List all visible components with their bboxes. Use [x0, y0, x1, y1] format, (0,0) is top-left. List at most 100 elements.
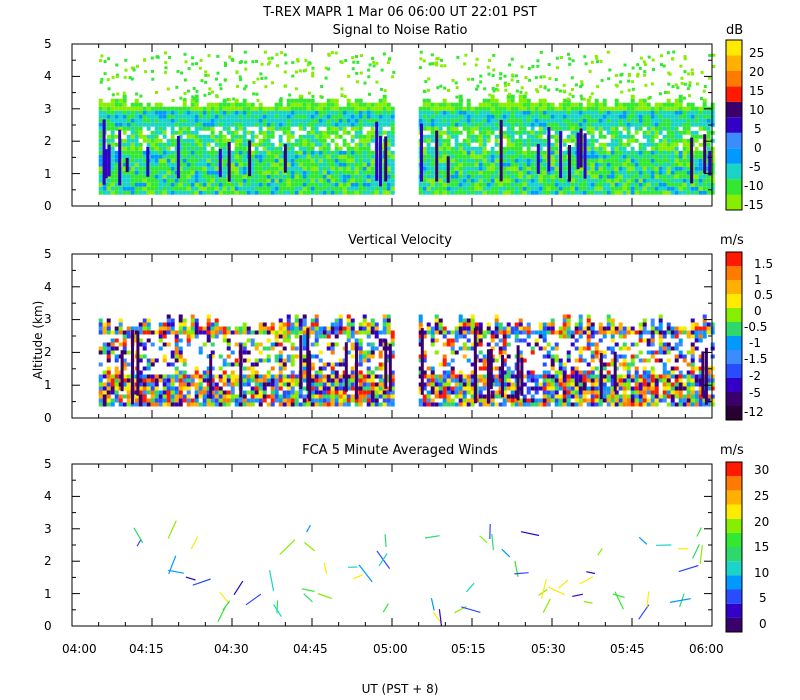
snr-cell	[570, 142, 575, 147]
snr-cell	[638, 130, 643, 135]
velocity-cell	[318, 358, 323, 363]
velocity-cell	[122, 334, 127, 339]
velocity-cell	[202, 390, 207, 395]
snr-cell	[494, 174, 499, 179]
snr-cell	[374, 106, 379, 111]
snr-cell	[670, 154, 675, 159]
snr-cell	[674, 106, 679, 111]
velocity-cell	[178, 350, 183, 355]
snr-cell	[122, 130, 127, 135]
snr-cell	[574, 114, 579, 119]
velocity-cell	[258, 350, 263, 355]
snr-cell	[434, 126, 439, 131]
snr-cell	[98, 106, 103, 111]
snr-cell	[666, 150, 671, 155]
snr-cell	[586, 110, 591, 115]
snr-cell	[434, 186, 439, 191]
velocity-cell	[294, 326, 299, 331]
snr-cell	[262, 158, 267, 163]
velocity-cell	[222, 374, 227, 379]
snr-cell	[458, 158, 463, 163]
velocity-cell	[346, 338, 351, 343]
snr-cell	[438, 114, 443, 119]
snr-cell	[138, 178, 143, 183]
velocity-cell	[298, 390, 303, 395]
snr-cell	[306, 162, 311, 167]
velocity-cell	[254, 370, 259, 375]
snr-cell	[430, 102, 435, 107]
velocity-cell	[290, 394, 295, 399]
snr-cell	[182, 162, 187, 167]
snr-cell	[130, 174, 135, 179]
snr-cell	[354, 162, 359, 167]
snr-cell	[154, 118, 159, 123]
velocity-cell	[142, 366, 147, 371]
velocity-cell	[330, 326, 335, 331]
snr-cell	[534, 118, 539, 123]
snr-cell	[474, 178, 479, 183]
snr-cell	[338, 114, 343, 119]
velocity-cell	[258, 330, 263, 335]
snr-cell	[538, 106, 543, 111]
snr-cell	[642, 134, 647, 139]
velocity-cell	[278, 334, 283, 339]
snr-cell	[678, 178, 683, 183]
snr-cell	[602, 130, 607, 135]
snr-noise-cell	[191, 62, 195, 66]
snr-cell	[122, 114, 127, 119]
snr-cell	[562, 166, 567, 171]
velocity-cell	[214, 374, 219, 379]
snr-cell	[298, 166, 303, 171]
x-tick-label: 06:00	[689, 642, 724, 656]
snr-cell	[274, 170, 279, 175]
velocity-cell	[178, 398, 183, 403]
snr-cell	[566, 130, 571, 135]
snr-cell	[462, 110, 467, 115]
colorbar-label: 20	[749, 65, 765, 79]
y-tick-label: 2	[44, 345, 52, 359]
velocity-cell	[266, 358, 271, 363]
snr-cell	[450, 182, 455, 187]
velocity-cell	[334, 318, 339, 323]
snr-cell	[678, 170, 683, 175]
velocity-cell	[110, 402, 115, 407]
snr-noise-cell	[355, 55, 358, 59]
snr-cell	[314, 110, 319, 115]
snr-cell	[434, 182, 439, 187]
snr-cell	[366, 126, 371, 131]
snr-cell	[486, 154, 491, 159]
snr-cell	[470, 106, 475, 111]
snr-cell	[426, 186, 431, 191]
snr-cell	[546, 122, 551, 127]
snr-cell	[258, 114, 263, 119]
snr-cell	[638, 158, 643, 163]
snr-cell	[658, 122, 663, 127]
velocity-cell	[318, 350, 323, 355]
snr-noise-cell	[536, 59, 540, 63]
snr-cell	[294, 98, 299, 103]
snr-cell	[358, 130, 363, 135]
snr-cell	[574, 174, 579, 179]
velocity-cell	[302, 346, 307, 351]
snr-cell	[278, 122, 283, 127]
snr-cell	[426, 114, 431, 119]
snr-cell	[198, 146, 203, 151]
snr-cell	[142, 162, 147, 167]
y-tick-label: 4	[44, 489, 52, 503]
velocity-cell	[294, 374, 299, 379]
velocity-cell	[386, 354, 391, 359]
snr-streak	[579, 128, 583, 168]
snr-cell	[114, 138, 119, 143]
snr-cell	[330, 182, 335, 187]
snr-noise-cell	[183, 92, 187, 95]
snr-cell	[98, 142, 103, 147]
snr-cell	[334, 146, 339, 151]
snr-cell	[138, 142, 143, 147]
snr-cell	[362, 146, 367, 151]
snr-noise-cell	[216, 71, 220, 75]
velocity-cell	[314, 374, 319, 379]
snr-cell	[630, 158, 635, 163]
snr-cell	[462, 174, 467, 179]
snr-cell	[706, 146, 711, 151]
snr-cell	[650, 150, 655, 155]
